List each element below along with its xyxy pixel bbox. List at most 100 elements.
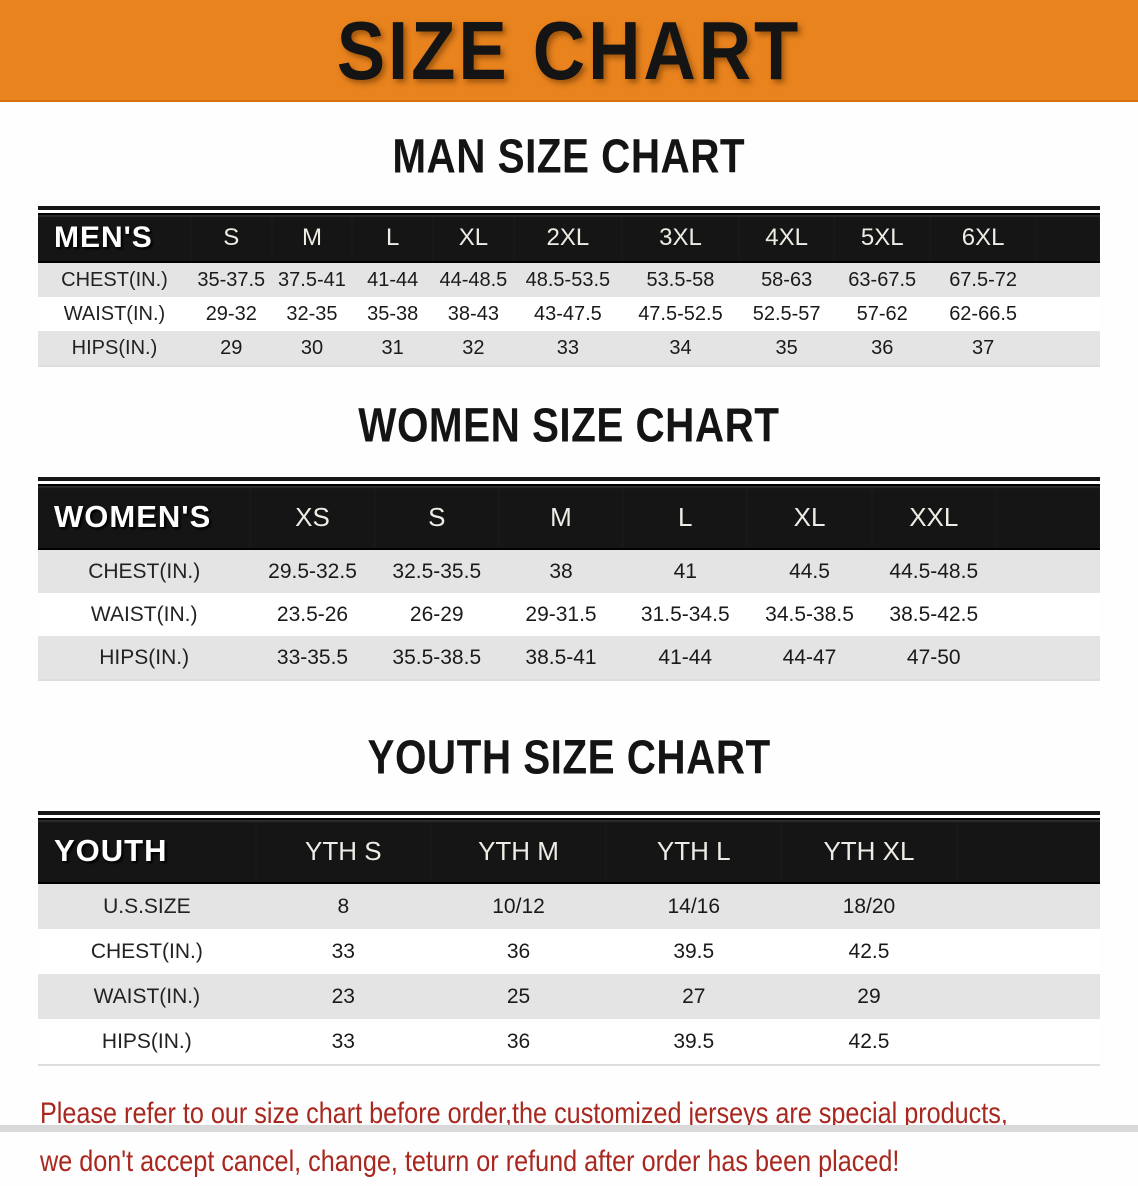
size-value-cell: 31.5-34.5	[623, 593, 748, 636]
size-value-cell: 23.5-26	[250, 593, 375, 636]
size-column-header: 3XL	[622, 213, 739, 263]
size-value-cell: 29	[190, 331, 272, 365]
size-value-cell: 38.5-41	[498, 636, 624, 679]
size-table-row: CHEST(IN.) 35-37.5 37.5-41 41-44 44-48.5 48.5…	[38, 262, 1100, 297]
spacer-cell	[1036, 297, 1100, 331]
size-value-cell: 44.5	[747, 549, 872, 593]
size-value-cell: 34	[622, 331, 739, 365]
size-value-cell: 25	[430, 974, 607, 1019]
size-column-header: M	[271, 213, 353, 263]
size-table-row: WAIST(IN.) 29-32 32-35 35-38 38-43 43-47.5 47.…	[38, 297, 1100, 331]
youth-size-table: YOUTH YTH S YTH M YTH L YTH XL U.S.SIZE 8 10/12…	[38, 818, 1100, 1064]
spacer-cell	[956, 929, 1100, 974]
size-column-header: M	[498, 484, 624, 550]
spacer-cell	[995, 484, 1100, 550]
size-value-cell: 57-62	[834, 297, 931, 331]
size-column-header: 5XL	[834, 213, 931, 263]
size-value-cell: 35	[738, 331, 835, 365]
size-value-cell: 35-38	[352, 297, 434, 331]
row-label: HIPS(IN.)	[38, 636, 251, 679]
image-bottom-edge	[0, 1125, 1138, 1132]
size-value-cell: 63-67.5	[834, 262, 931, 297]
spacer-cell	[1036, 213, 1100, 263]
size-value-cell: 41-44	[352, 262, 434, 297]
banner-title: SIZE CHART	[336, 3, 802, 97]
men-section-heading: MAN SIZE CHART	[392, 129, 746, 184]
size-value-cell: 42.5	[781, 929, 957, 974]
size-column-header: XXL	[871, 484, 996, 550]
size-table-row: HIPS(IN.) 33 36 39.5 42.5	[38, 1019, 1100, 1064]
size-value-cell: 14/16	[606, 883, 782, 929]
spacer-cell	[1036, 262, 1100, 297]
table-header-row: WOMEN'S XS S M L XL XXL	[38, 484, 1100, 550]
size-value-cell: 36	[430, 1019, 607, 1064]
women-table-frame: WOMEN'S XS S M L XL XXL CHEST(IN.) 29.5-32.5 32.5…	[38, 477, 1100, 681]
size-column-header: L	[352, 213, 434, 263]
spacer-cell	[1036, 331, 1100, 365]
size-chart-banner: SIZE CHART	[0, 0, 1138, 102]
size-value-cell: 33	[513, 331, 623, 365]
size-value-cell: 35.5-38.5	[374, 636, 499, 679]
size-value-cell: 37.5-41	[271, 262, 353, 297]
size-value-cell: 43-47.5	[513, 297, 623, 331]
table-corner-label: YOUTH	[38, 818, 256, 884]
size-value-cell: 10/12	[430, 883, 607, 929]
size-value-cell: 44-48.5	[433, 262, 514, 297]
spacer-cell	[995, 636, 1100, 679]
size-column-header: L	[623, 484, 748, 550]
size-value-cell: 36	[834, 331, 931, 365]
disclaimer-line-2: we don't accept cancel, change, teturn o…	[40, 1145, 900, 1178]
size-value-cell: 29.5-32.5	[250, 549, 375, 593]
size-value-cell: 33-35.5	[250, 636, 375, 679]
size-column-header: YTH XL	[781, 818, 957, 884]
disclaimer-text: Please refer to our size chart before or…	[40, 1090, 1138, 1186]
size-value-cell: 38	[498, 549, 624, 593]
size-column-header: XL	[433, 213, 514, 263]
size-value-cell: 34.5-38.5	[747, 593, 872, 636]
spacer-cell	[956, 974, 1100, 1019]
size-value-cell: 36	[430, 929, 607, 974]
size-value-cell: 53.5-58	[622, 262, 739, 297]
size-value-cell: 26-29	[374, 593, 499, 636]
size-value-cell: 30	[271, 331, 353, 365]
size-value-cell: 42.5	[781, 1019, 957, 1064]
row-label: WAIST(IN.)	[38, 593, 251, 636]
women-section-heading: WOMEN SIZE CHART	[358, 398, 780, 453]
size-value-cell: 31	[352, 331, 434, 365]
spacer-cell	[995, 549, 1100, 593]
size-value-cell: 47.5-52.5	[622, 297, 739, 331]
youth-section-heading: YOUTH SIZE CHART	[367, 730, 771, 785]
size-value-cell: 29-31.5	[498, 593, 624, 636]
youth-table-frame: YOUTH YTH S YTH M YTH L YTH XL U.S.SIZE 8 10/12…	[38, 811, 1100, 1066]
size-value-cell: 48.5-53.5	[513, 262, 623, 297]
spacer-cell	[956, 818, 1100, 884]
size-value-cell: 39.5	[606, 929, 782, 974]
size-column-header: S	[190, 213, 272, 263]
size-column-header: 6XL	[930, 213, 1037, 263]
size-value-cell: 32	[433, 331, 514, 365]
size-table-row: CHEST(IN.) 33 36 39.5 42.5	[38, 929, 1100, 974]
size-column-header: YTH L	[606, 818, 782, 884]
size-value-cell: 23	[255, 974, 431, 1019]
size-value-cell: 29-32	[190, 297, 272, 331]
size-value-cell: 58-63	[738, 262, 835, 297]
size-table-row: WAIST(IN.) 23 25 27 29	[38, 974, 1100, 1019]
size-value-cell: 41-44	[623, 636, 748, 679]
table-corner-label: MEN'S	[38, 213, 191, 263]
size-value-cell: 41	[623, 549, 748, 593]
row-label: WAIST(IN.)	[38, 974, 256, 1019]
size-table-row: HIPS(IN.) 33-35.5 35.5-38.5 38.5-41 41-44 44-…	[38, 636, 1100, 679]
size-value-cell: 47-50	[871, 636, 996, 679]
table-header-row: YOUTH YTH S YTH M YTH L YTH XL	[38, 818, 1100, 884]
row-label: CHEST(IN.)	[38, 262, 191, 297]
men-size-chart-section: MAN SIZE CHART MEN'S S M L XL 2XL 3XL 4XL 5XL 6XL…	[0, 102, 1138, 367]
size-table-row: U.S.SIZE 8 10/12 14/16 18/20	[38, 883, 1100, 929]
size-value-cell: 62-66.5	[930, 297, 1037, 331]
men-size-table: MEN'S S M L XL 2XL 3XL 4XL 5XL 6XL CHEST(IN.) 35-37…	[38, 213, 1100, 365]
table-corner-label: WOMEN'S	[38, 484, 251, 550]
row-label: CHEST(IN.)	[38, 929, 256, 974]
row-label: CHEST(IN.)	[38, 549, 251, 593]
spacer-cell	[995, 593, 1100, 636]
disclaimer-line-1: Please refer to our size chart before or…	[40, 1097, 1008, 1130]
